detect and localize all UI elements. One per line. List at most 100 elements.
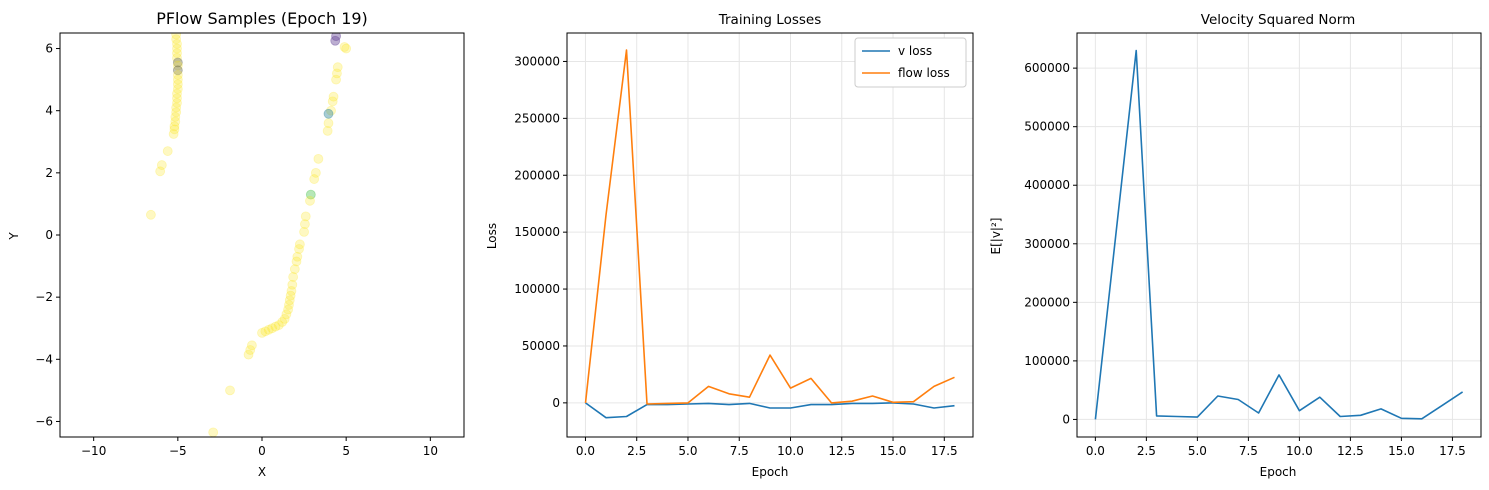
scatter-ytick-label: −2 <box>35 290 53 304</box>
scatter-point <box>245 345 256 355</box>
scatter-point <box>313 153 324 164</box>
scatter-point <box>287 279 298 290</box>
scatter-point <box>172 84 183 94</box>
scatter-point <box>284 300 294 310</box>
losses-xlabel: Epoch <box>752 465 789 479</box>
velocity-xlabel: Epoch <box>1260 465 1297 479</box>
velocity-xtick-label: 12.5 <box>1337 444 1364 458</box>
losses-ytick-label: 100000 <box>514 282 560 296</box>
velocity-xtick-label: 17.5 <box>1439 444 1466 458</box>
scatter-point <box>172 43 182 54</box>
scatter-point <box>339 42 350 52</box>
scatter-point <box>172 79 183 90</box>
velocity-ytick-label: 600000 <box>1024 61 1070 75</box>
scatter-plot-area: −10 −5 0 5 10 −6 −4 −2 0 2 4 6 <box>35 32 465 458</box>
scatter-points <box>145 33 352 437</box>
scatter-point <box>145 209 156 220</box>
losses-xtick-label: 5.0 <box>678 444 697 458</box>
losses-series-line-0 <box>585 402 955 419</box>
scatter-point <box>277 317 288 327</box>
velocity-xtick-label: 15.0 <box>1388 444 1415 458</box>
losses-ytick-label: 250000 <box>514 111 560 125</box>
scatter-point <box>291 256 302 267</box>
scatter-xlabel: X <box>258 465 266 479</box>
scatter-point <box>243 349 254 360</box>
losses-series-line-1 <box>584 49 955 405</box>
scatter-point <box>323 118 334 129</box>
scatter-title: PFlow Samples (Epoch 19) <box>156 9 368 28</box>
scatter-point <box>288 272 299 282</box>
scatter-point <box>305 195 315 206</box>
scatter-point <box>171 102 182 113</box>
scatter-point <box>170 116 181 127</box>
scatter-point <box>172 88 182 99</box>
scatter-panel: PFlow Samples (Epoch 19) X Y −10 −5 0 5 10 −6… <box>7 9 465 479</box>
velocity-ylabel: E[|v|²] <box>989 218 1003 255</box>
losses-xtick-label: 17.5 <box>931 444 958 458</box>
legend-label-flow-loss: flow loss <box>898 66 950 80</box>
scatter-point <box>322 125 333 136</box>
scatter-point <box>257 327 267 338</box>
velocity-ytick-label: 0 <box>1062 412 1070 426</box>
scatter-point <box>341 43 352 54</box>
scatter-point <box>263 324 274 335</box>
losses-xtick-label: 7.5 <box>730 444 749 458</box>
scatter-point <box>172 57 183 68</box>
velocity-ytick-label: 200000 <box>1024 295 1070 309</box>
scatter-point <box>172 60 183 71</box>
scatter-point <box>172 38 182 49</box>
scatter-frame <box>59 32 465 438</box>
velocity-series-line-0 <box>1094 49 1464 420</box>
scatter-point <box>279 314 290 324</box>
scatter-ytick-label: −6 <box>35 414 53 428</box>
velocity-plot-area: 0.0 2.5 5.0 7.5 10.0 12.5 15.0 17.5 0 100000 20000… <box>1024 32 1482 458</box>
scatter-point <box>155 166 166 177</box>
losses-title: Training Losses <box>718 12 822 28</box>
velocity-xtick-label: 0.0 <box>1086 444 1105 458</box>
velocity-ytick-label: 100000 <box>1024 354 1070 368</box>
velocity-xtick-label: 10.0 <box>1286 444 1313 458</box>
scatter-point <box>300 211 311 222</box>
scatter-point <box>260 326 271 337</box>
scatter-xtick-label: 5 <box>342 444 350 458</box>
scatter-point <box>208 427 219 437</box>
scatter-xtick-label: 10 <box>423 444 438 458</box>
velocity-ytick-label: 400000 <box>1024 178 1070 192</box>
scatter-point <box>331 74 341 85</box>
scatter-point <box>292 251 303 262</box>
scatter-point <box>267 323 278 334</box>
scatter-point <box>170 112 181 122</box>
losses-ytick-label: 150000 <box>514 225 560 239</box>
losses-plot-area: 0.0 2.5 5.0 7.5 10.0 12.5 15.0 17.5 0 50000 100000… <box>514 32 974 458</box>
velocity-title: Velocity Squared Norm <box>1201 12 1355 28</box>
scatter-point <box>171 34 182 45</box>
losses-ytick-label: 300000 <box>514 54 560 68</box>
losses-ytick-label: 50000 <box>522 339 560 353</box>
scatter-ytick-label: −4 <box>35 352 53 366</box>
scatter-xtick-label: −10 <box>81 444 106 458</box>
scatter-ytick-label: 6 <box>45 42 53 56</box>
velocity-norm-panel: Velocity Squared Norm Epoch E[|v|²] 0.0 2… <box>989 12 1482 479</box>
scatter-point <box>171 33 182 40</box>
scatter-point <box>171 107 182 118</box>
losses-xtick-label: 0.0 <box>576 444 595 458</box>
scatter-point <box>326 105 336 116</box>
training-losses-panel: Training Losses Epoch Loss 0.0 2.5 5.0 7.5 1… <box>485 12 974 479</box>
scatter-point <box>270 321 281 332</box>
scatter-ytick-label: 4 <box>45 104 53 118</box>
scatter-ytick-label: 2 <box>45 166 53 180</box>
scatter-point <box>286 286 297 296</box>
scatter-point <box>172 98 182 108</box>
scatter-xtick-label: −5 <box>169 444 187 458</box>
scatter-point <box>300 219 310 230</box>
losses-ylabel: Loss <box>485 223 499 249</box>
scatter-point <box>331 33 341 42</box>
scatter-point <box>294 239 305 250</box>
losses-xtick-label: 2.5 <box>627 444 646 458</box>
scatter-ytick-label: 0 <box>45 228 53 242</box>
velocity-xtick-label: 2.5 <box>1137 444 1156 458</box>
losses-legend: v loss flow loss <box>854 37 967 88</box>
scatter-ylabel: Y <box>7 232 21 241</box>
scatter-point <box>328 91 339 102</box>
